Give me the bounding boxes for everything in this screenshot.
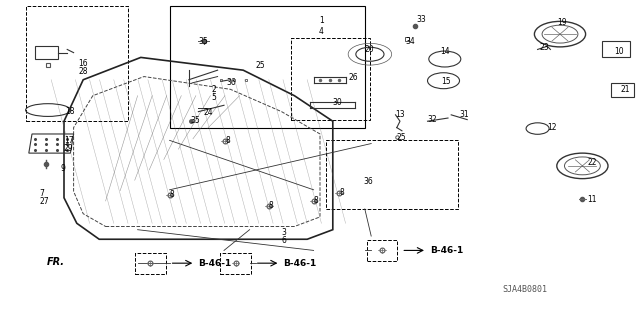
- Text: 10: 10: [614, 47, 624, 56]
- Text: 8: 8: [314, 197, 318, 205]
- Text: 30: 30: [333, 98, 342, 107]
- Text: 1: 1: [319, 16, 323, 25]
- Text: 35: 35: [198, 37, 208, 46]
- Text: 22: 22: [588, 158, 597, 167]
- Text: 23: 23: [540, 43, 549, 52]
- Text: 4: 4: [319, 27, 324, 36]
- Text: 2: 2: [211, 85, 216, 94]
- Text: 5: 5: [211, 93, 216, 102]
- Text: FR.: FR.: [47, 256, 65, 267]
- Text: 28: 28: [78, 67, 88, 76]
- Text: 29: 29: [64, 144, 74, 153]
- Text: 31: 31: [460, 110, 469, 119]
- Text: SJA4B0801: SJA4B0801: [502, 285, 547, 294]
- Text: 35: 35: [191, 116, 200, 125]
- Text: 8: 8: [225, 137, 230, 145]
- Text: 8: 8: [339, 189, 344, 197]
- Text: 19: 19: [557, 18, 566, 27]
- Text: B-46-1: B-46-1: [430, 246, 463, 255]
- Text: 9: 9: [61, 164, 66, 173]
- Text: 13: 13: [396, 110, 405, 119]
- Text: 25: 25: [397, 133, 406, 142]
- Text: 11: 11: [588, 195, 597, 204]
- Text: 36: 36: [226, 78, 236, 87]
- Text: 34: 34: [405, 37, 415, 46]
- Text: 12: 12: [547, 123, 557, 132]
- Text: 32: 32: [428, 115, 437, 124]
- Text: 8: 8: [170, 190, 174, 199]
- Text: B-46-1: B-46-1: [284, 259, 317, 268]
- Text: 17: 17: [64, 136, 74, 145]
- Text: 14: 14: [440, 47, 450, 56]
- Text: 21: 21: [621, 85, 630, 94]
- Text: 24: 24: [204, 108, 213, 117]
- Text: 33: 33: [416, 15, 426, 24]
- Text: B-46-1: B-46-1: [198, 259, 232, 268]
- Text: 8: 8: [269, 201, 273, 210]
- Text: 36: 36: [364, 177, 373, 186]
- Text: 27: 27: [40, 197, 49, 206]
- Text: 25: 25: [256, 61, 266, 70]
- Text: 26: 26: [349, 73, 358, 82]
- Text: 6: 6: [282, 236, 287, 245]
- Text: 7: 7: [40, 189, 45, 198]
- Text: 15: 15: [442, 77, 451, 86]
- Text: 20: 20: [365, 45, 374, 54]
- Text: 18: 18: [65, 107, 75, 115]
- Text: 3: 3: [282, 228, 287, 237]
- Text: 16: 16: [78, 59, 88, 68]
